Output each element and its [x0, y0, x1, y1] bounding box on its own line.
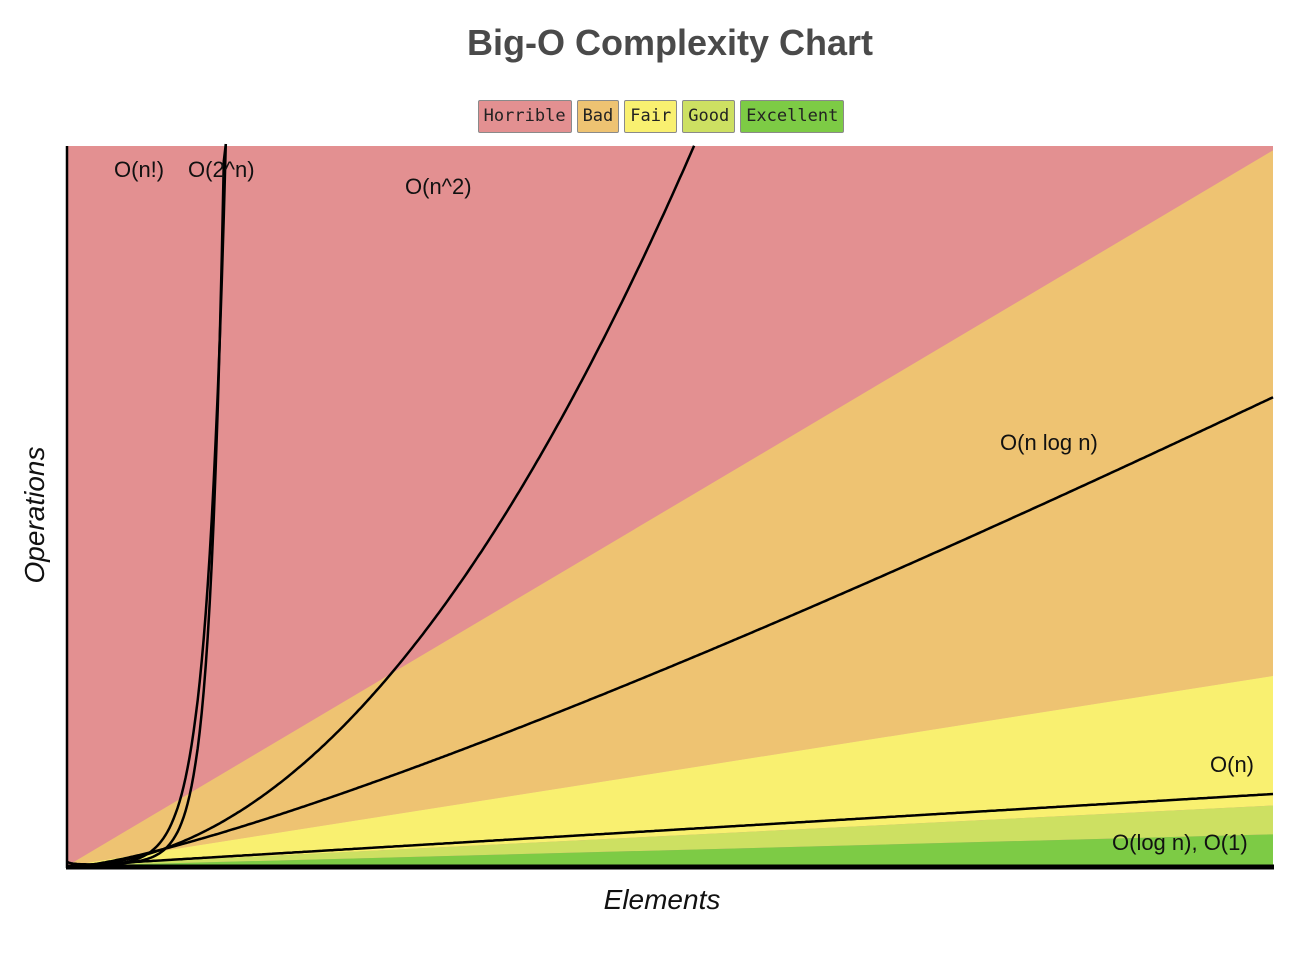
complexity-curves	[66, 143, 1274, 868]
label-exponential: O(2^n)	[188, 157, 255, 182]
region-excellent	[67, 834, 1273, 866]
curve-labels: O(n!) O(2^n) O(n^2) O(n log n) O(n) O(lo…	[114, 157, 1254, 855]
legend-item-bad: Bad	[576, 100, 620, 133]
complexity-regions	[67, 146, 1273, 866]
label-log-constant: O(log n), O(1)	[1112, 830, 1248, 855]
legend-item-excellent: Excellent	[740, 100, 845, 133]
region-fair	[67, 675, 1273, 866]
curve-n-log-n	[67, 396, 1274, 868]
region-good	[67, 805, 1273, 866]
axes	[65, 146, 1274, 870]
label-factorial: O(n!)	[114, 157, 164, 182]
chart-title: Big-O Complexity Chart	[466, 22, 874, 63]
x-axis-label: Elements	[604, 884, 721, 915]
y-axis-label: Operations	[19, 447, 50, 584]
legend-item-good: Good	[682, 100, 736, 133]
label-quadratic: O(n^2)	[405, 174, 472, 199]
legend-item-horrible: Horrible	[477, 100, 572, 133]
region-bad	[67, 150, 1273, 866]
curve-linear	[66, 792, 1274, 868]
legend: Horrible Bad Fair Good Excellent	[0, 100, 1306, 133]
legend-item-fair: Fair	[624, 100, 678, 133]
label-n-log-n: O(n log n)	[1000, 430, 1098, 455]
label-linear: O(n)	[1210, 752, 1254, 777]
